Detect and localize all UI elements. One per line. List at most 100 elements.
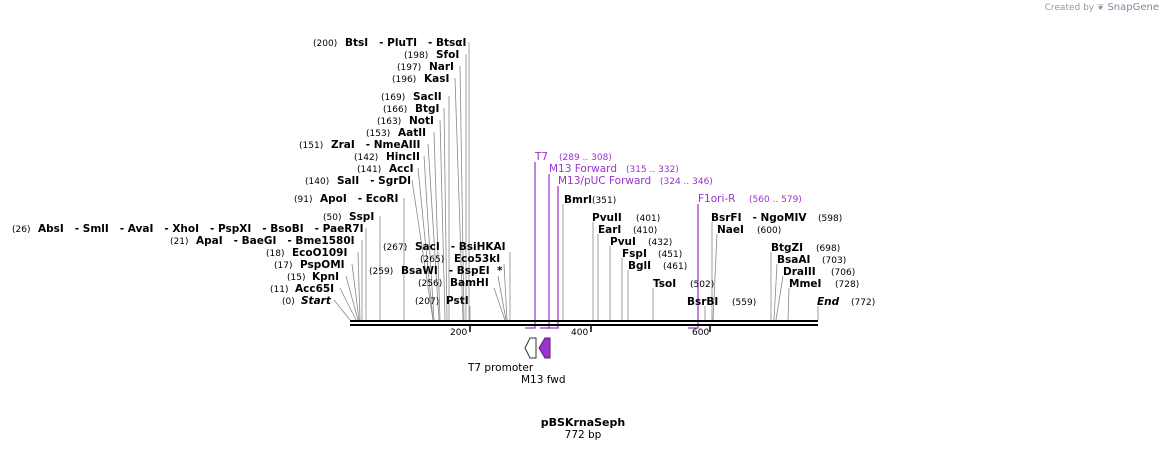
site-name-eari: EarI	[598, 224, 621, 236]
site-position-psti: (207)	[415, 297, 439, 307]
primer-range-t7: (289 .. 308)	[559, 153, 612, 163]
leader-acci	[417, 167, 434, 321]
primer-lines	[525, 162, 699, 329]
site-position-ecoo109i: (18)	[266, 249, 284, 259]
site-position-bsrbi: (559)	[732, 298, 756, 308]
leader-acc65i	[339, 287, 357, 321]
primer-name-m13-forward: M13 Forward	[549, 163, 617, 175]
site-position-fspi: (451)	[658, 250, 682, 260]
site-position-apoi: (91)	[294, 195, 312, 205]
site-name-pvui: PvuI	[610, 236, 636, 248]
site-position-btsi: (200)	[313, 39, 337, 49]
site-position-bamhi: (256)	[418, 279, 442, 289]
site-position-pvuii: (401)	[636, 214, 660, 224]
tick-label-600: 600	[692, 328, 709, 338]
plasmid-length: 772 bp	[565, 429, 602, 441]
site-position-eco53ki: (265)	[420, 255, 444, 265]
primer-line-m13-puc-forward	[546, 186, 559, 329]
site-name-acci: AccI	[389, 163, 413, 175]
dna-backbone-bottom-strand	[350, 324, 818, 326]
site-position-btgi: (166)	[383, 105, 407, 115]
site-position-btgzi: (698)	[816, 244, 840, 254]
leader-kpni	[345, 275, 359, 321]
site-position-end: (772)	[851, 298, 875, 308]
m13-fwd-label: M13 fwd	[521, 374, 566, 386]
site-position-acc65i: (11)	[270, 285, 288, 295]
site-position-absi: (26)	[12, 225, 30, 235]
site-name-absi: AbsI - SmlI - AvaI - XhoI - PspXI - BsoB…	[38, 223, 364, 235]
leader-nari	[459, 65, 465, 321]
site-name-ecoo109i: EcoO109I	[292, 247, 347, 259]
site-position-acci: (141)	[357, 165, 381, 175]
site-name-hincii: HincII	[386, 151, 420, 163]
site-position-naei: (600)	[757, 226, 781, 236]
primer-name-t7: T7	[534, 151, 548, 163]
leader-kasi	[454, 77, 464, 321]
site-name-fspi: FspI	[622, 248, 647, 260]
leader-mmei	[787, 287, 790, 321]
site-name-sspi: SspI	[349, 211, 374, 223]
m13-fwd-arrow	[538, 337, 551, 359]
site-position-bsaai: (703)	[822, 256, 846, 266]
primer-line-m13-forward	[540, 174, 550, 329]
site-name-sfoi: SfoI	[436, 49, 459, 61]
site-position-bsawi: (259)	[369, 267, 393, 277]
dna-backbone-top-strand	[350, 320, 818, 322]
snapgene-logo-icon: ❦	[1097, 3, 1105, 13]
site-position-pvui: (432)	[648, 238, 672, 248]
leader-hincii	[423, 155, 435, 321]
site-name-psti: PstI	[446, 295, 469, 307]
site-name-pvuii: PvuII	[592, 212, 622, 224]
site-leader-lines	[333, 42, 819, 321]
site-position-apai: (21)	[170, 237, 188, 247]
leader-aatii	[433, 131, 441, 321]
site-name-aatii: AatII	[398, 127, 426, 139]
primer-name-f1ori-r: F1ori-R	[698, 193, 735, 205]
leader-start	[333, 299, 351, 321]
site-position-pspomi: (17)	[274, 261, 292, 271]
site-name-noti: NotI	[409, 115, 434, 127]
site-name-zrai: ZraI - NmeAIII	[331, 139, 420, 151]
site-position-hincii: (142)	[354, 153, 378, 163]
leader-draiii	[775, 275, 784, 321]
leader-sali	[411, 179, 434, 321]
site-name-tsoi: TsoI	[653, 278, 676, 290]
site-position-zrai: (151)	[299, 141, 323, 151]
leader-bsawi	[497, 275, 507, 321]
site-name-start: Start	[301, 295, 332, 307]
site-position-sspi: (50)	[323, 213, 341, 223]
site-position-mmei: (728)	[835, 280, 859, 290]
site-position-tsoi: (502)	[690, 280, 714, 290]
site-name-kasi: KasI	[424, 73, 449, 85]
leader-ecoo109i	[357, 251, 361, 321]
site-name-mmei: MmeI	[789, 278, 821, 290]
site-name-btgzi: BtgZI	[771, 242, 803, 254]
primer-range-m13-forward: (315 .. 332)	[626, 165, 679, 175]
site-name-pspomi: PspOMI	[300, 259, 345, 271]
site-name-apai: ApaI - BaeGI - Bme1580I	[196, 235, 355, 247]
site-position-draiii: (706)	[831, 268, 855, 278]
site-position-saci: (267)	[383, 243, 407, 253]
site-position-noti: (163)	[377, 117, 401, 127]
site-name-sacii: SacII	[413, 91, 442, 103]
primer-range-m13-puc-forward: (324 .. 346)	[660, 177, 713, 187]
site-name-naei: NaeI	[717, 224, 744, 236]
site-position-aatii: (153)	[366, 129, 390, 139]
site-name-bmri: BmrI	[564, 194, 592, 206]
site-position-bmri: (351)	[592, 196, 616, 206]
leader-eco53ki	[503, 263, 508, 321]
site-name-eco53ki: Eco53kI	[454, 253, 500, 265]
primer-name-m13-puc-forward: M13/pUC Forward	[558, 175, 651, 187]
leader-btgi	[443, 107, 448, 321]
watermark-brand: SnapGene	[1107, 2, 1159, 13]
site-name-bsaai: BsaAI	[777, 254, 810, 266]
site-name-nari: NarI	[429, 61, 454, 73]
site-position-bgli: (461)	[663, 262, 687, 272]
site-position-nari: (197)	[397, 63, 421, 73]
site-name-bsrbi: BsrBI	[687, 296, 718, 308]
leader-bamhi	[493, 287, 506, 321]
site-name-end: End	[817, 296, 840, 308]
site-name-btsi: BtsI - PluTI - BtsαI	[345, 37, 466, 49]
site-position-kpni: (15)	[287, 273, 305, 283]
